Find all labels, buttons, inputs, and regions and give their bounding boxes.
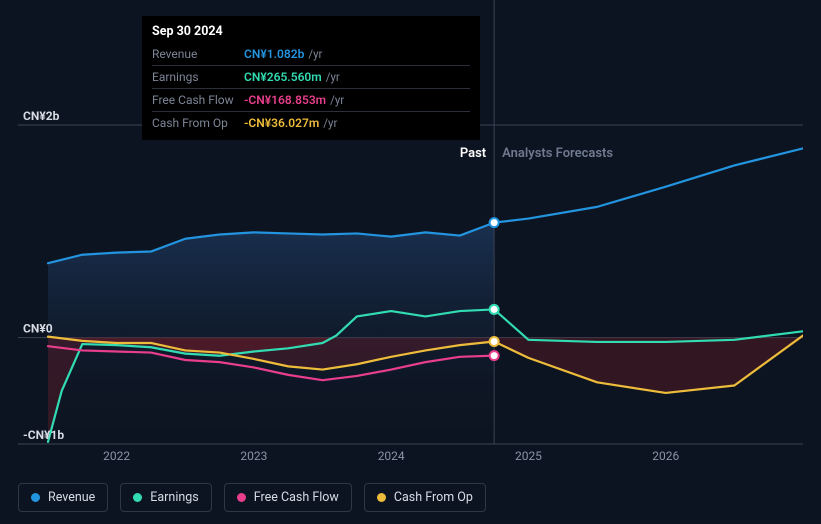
svg-text:Past: Past — [460, 146, 487, 161]
svg-text:2024: 2024 — [378, 449, 405, 463]
legend-item-revenue[interactable]: Revenue — [18, 483, 108, 512]
tooltip-value: -CN¥168.853m — [244, 93, 326, 107]
svg-text:2025: 2025 — [515, 449, 542, 463]
legend-item-cfo[interactable]: Cash From Op — [364, 483, 486, 512]
tooltip-value-cell: CN¥1.082b/yr — [244, 43, 470, 66]
legend-dot — [133, 493, 142, 502]
legend-label: Cash From Op — [394, 490, 473, 505]
chart-tooltip: Sep 30 2024 RevenueCN¥1.082b/yrEarningsC… — [142, 16, 480, 140]
tooltip-value: CN¥265.560m — [244, 70, 322, 84]
tooltip-unit: /yr — [304, 47, 322, 61]
tooltip-date: Sep 30 2024 — [152, 24, 470, 39]
legend-label: Earnings — [150, 490, 198, 505]
svg-text:2023: 2023 — [240, 449, 267, 463]
legend-item-fcf[interactable]: Free Cash Flow — [224, 483, 352, 512]
tooltip-value-cell: -CN¥168.853m/yr — [244, 89, 470, 112]
legend-label: Free Cash Flow — [254, 490, 339, 505]
tooltip-label: Cash From Op — [152, 112, 244, 135]
tooltip-value-cell: -CN¥36.027m/yr — [244, 112, 470, 135]
chart-legend: Revenue Earnings Free Cash Flow Cash From O… — [18, 483, 486, 512]
svg-text:Analysts Forecasts: Analysts Forecasts — [502, 146, 613, 161]
legend-dot — [31, 493, 40, 502]
tooltip-unit: /yr — [326, 93, 344, 107]
tooltip-value-cell: CN¥265.560m/yr — [244, 66, 470, 89]
svg-text:CN¥2b: CN¥2b — [23, 109, 60, 123]
tooltip-unit: /yr — [322, 70, 340, 84]
tooltip-label: Revenue — [152, 43, 244, 66]
tooltip-label: Free Cash Flow — [152, 89, 244, 112]
legend-item-earnings[interactable]: Earnings — [120, 483, 211, 512]
tooltip-value: -CN¥36.027m — [244, 116, 319, 130]
svg-text:2026: 2026 — [652, 449, 679, 463]
tooltip-unit: /yr — [319, 116, 337, 130]
tooltip-table: RevenueCN¥1.082b/yrEarningsCN¥265.560m/y… — [152, 43, 470, 134]
tooltip-row: Cash From Op-CN¥36.027m/yr — [152, 112, 470, 135]
tooltip-row: EarningsCN¥265.560m/yr — [152, 66, 470, 89]
svg-text:2022: 2022 — [103, 449, 130, 463]
tooltip-value: CN¥1.082b — [244, 47, 304, 61]
svg-text:CN¥0: CN¥0 — [23, 322, 53, 336]
tooltip-label: Earnings — [152, 66, 244, 89]
tooltip-row: Free Cash Flow-CN¥168.853m/yr — [152, 89, 470, 112]
tooltip-row: RevenueCN¥1.082b/yr — [152, 43, 470, 66]
svg-text:-CN¥1b: -CN¥1b — [23, 428, 64, 442]
legend-label: Revenue — [48, 490, 95, 505]
legend-dot — [237, 493, 246, 502]
legend-dot — [377, 493, 386, 502]
